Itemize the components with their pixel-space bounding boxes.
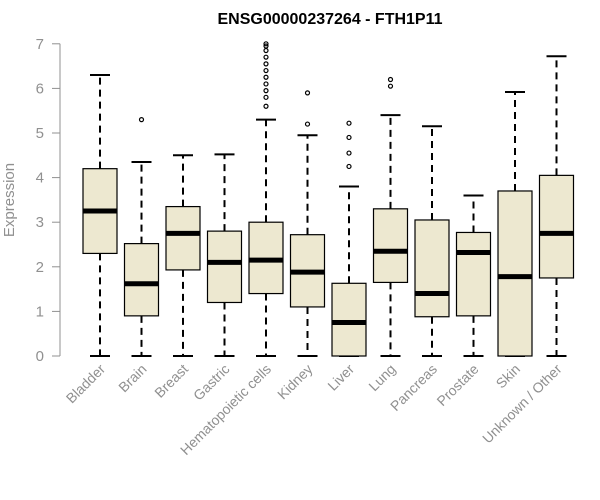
y-axis-tick-label: 0 — [36, 348, 44, 365]
box-unknown-other — [538, 55, 575, 357]
y-axis-tick-label: 3 — [36, 214, 44, 231]
outlier-point — [263, 41, 269, 47]
x-axis-tick-label: Bladder — [63, 361, 109, 407]
y-axis: 0 1 2 3 4 5 6 7 — [36, 36, 61, 365]
x-axis-tick-label: Skin — [493, 361, 524, 392]
outlier-point — [263, 103, 269, 109]
outlier-point — [346, 120, 352, 126]
outlier-point — [263, 43, 269, 49]
box-iqr — [538, 174, 575, 279]
box-iqr — [206, 230, 243, 304]
y-axis-tick-label: 5 — [36, 125, 44, 142]
box-iqr — [455, 231, 492, 317]
x-axis-tick-label: Breast — [151, 361, 191, 401]
box-plot-series — [82, 41, 575, 357]
outlier-point — [263, 54, 269, 60]
x-axis-tick-label: Unknown / Other — [479, 361, 565, 447]
outlier-point — [263, 81, 269, 87]
x-axis-tick-label: Brain — [115, 361, 149, 395]
outlier-point — [263, 67, 269, 74]
box-iqr — [165, 205, 201, 271]
outlier-point — [263, 94, 269, 100]
box-liver — [331, 120, 367, 357]
outlier-point — [263, 61, 269, 67]
y-axis-tick-label: 1 — [36, 303, 44, 320]
box-kidney — [289, 90, 326, 357]
outlier-point — [304, 90, 311, 96]
box-skin — [497, 90, 533, 357]
box-iqr — [123, 243, 160, 317]
x-axis-tick-label: Kidney — [274, 361, 316, 403]
outlier-point — [263, 47, 269, 54]
box-lung — [372, 76, 409, 357]
outlier-point — [263, 74, 269, 80]
outlier-point — [387, 83, 394, 89]
outlier-point — [346, 134, 352, 141]
x-axis-tick-label: Liver — [324, 361, 357, 394]
box-iqr — [497, 190, 533, 357]
outlier-point — [346, 163, 352, 170]
box-iqr — [331, 282, 367, 357]
outlier-point — [346, 150, 352, 156]
outlier-point — [138, 117, 145, 123]
box-iqr — [372, 208, 409, 284]
y-axis-label: Expression — [1, 163, 18, 237]
box-hematopoietic-cells — [248, 41, 284, 357]
chart-title: ENSG00000237264 - FTH1P11 — [217, 11, 442, 28]
y-axis-tick-label: 6 — [36, 80, 44, 97]
y-axis-tick-label: 2 — [36, 259, 44, 276]
outlier-point — [263, 88, 269, 94]
box-brain — [123, 117, 160, 357]
box-pancreas — [414, 125, 450, 357]
box-gastric — [206, 153, 243, 357]
box-iqr — [414, 219, 450, 318]
box-prostate — [455, 194, 492, 357]
x-axis-tick-label: Lung — [365, 361, 398, 394]
outlier-point — [387, 76, 394, 83]
outlier-point — [304, 121, 311, 127]
y-axis-tick-label: 7 — [36, 36, 44, 53]
box-bladder — [82, 74, 118, 357]
x-axis-tick-label: Prostate — [433, 361, 481, 409]
box-breast — [165, 154, 201, 357]
y-axis-tick-label: 4 — [36, 170, 44, 187]
